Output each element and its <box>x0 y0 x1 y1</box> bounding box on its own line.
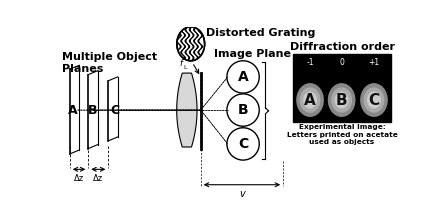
Text: B: B <box>335 93 346 108</box>
Polygon shape <box>177 27 187 60</box>
Polygon shape <box>184 27 190 60</box>
Text: C: C <box>110 103 119 116</box>
Polygon shape <box>186 27 192 60</box>
Polygon shape <box>177 27 187 60</box>
Text: Image Plane: Image Plane <box>213 49 290 59</box>
Text: v: v <box>239 189 244 199</box>
Text: f: f <box>179 59 182 69</box>
Ellipse shape <box>359 83 387 117</box>
Text: B: B <box>88 103 98 116</box>
Text: Diffraction order: Diffraction order <box>289 42 394 52</box>
Polygon shape <box>193 27 204 60</box>
Ellipse shape <box>363 87 384 113</box>
Ellipse shape <box>327 83 355 117</box>
Polygon shape <box>180 27 187 60</box>
Polygon shape <box>193 27 201 60</box>
Text: +1: +1 <box>367 58 379 67</box>
Ellipse shape <box>331 87 351 113</box>
Text: A: A <box>237 70 248 84</box>
Polygon shape <box>193 27 199 60</box>
Text: A: A <box>68 103 78 116</box>
Ellipse shape <box>303 92 316 108</box>
Text: B: B <box>237 103 248 117</box>
Text: Multiple Object
Planes: Multiple Object Planes <box>62 52 157 74</box>
Text: Experimental image:
Letters printed on acetate
used as objects: Experimental image: Letters printed on a… <box>286 124 396 145</box>
Ellipse shape <box>296 83 323 117</box>
Polygon shape <box>182 27 188 60</box>
Text: C: C <box>367 93 379 108</box>
Ellipse shape <box>299 87 320 113</box>
Polygon shape <box>191 27 197 60</box>
Text: Distorted Grating: Distorted Grating <box>206 28 315 39</box>
Text: 0: 0 <box>339 58 343 67</box>
Ellipse shape <box>366 92 380 108</box>
FancyBboxPatch shape <box>293 54 390 122</box>
Ellipse shape <box>334 92 348 108</box>
Text: C: C <box>237 137 247 151</box>
Polygon shape <box>193 27 203 60</box>
Text: Δz: Δz <box>74 174 84 183</box>
Text: L: L <box>183 65 186 70</box>
Polygon shape <box>188 27 194 60</box>
Text: -1: -1 <box>306 58 313 67</box>
Text: A: A <box>304 93 315 108</box>
Polygon shape <box>177 73 197 147</box>
Ellipse shape <box>177 27 204 61</box>
Text: Δz: Δz <box>93 174 103 183</box>
